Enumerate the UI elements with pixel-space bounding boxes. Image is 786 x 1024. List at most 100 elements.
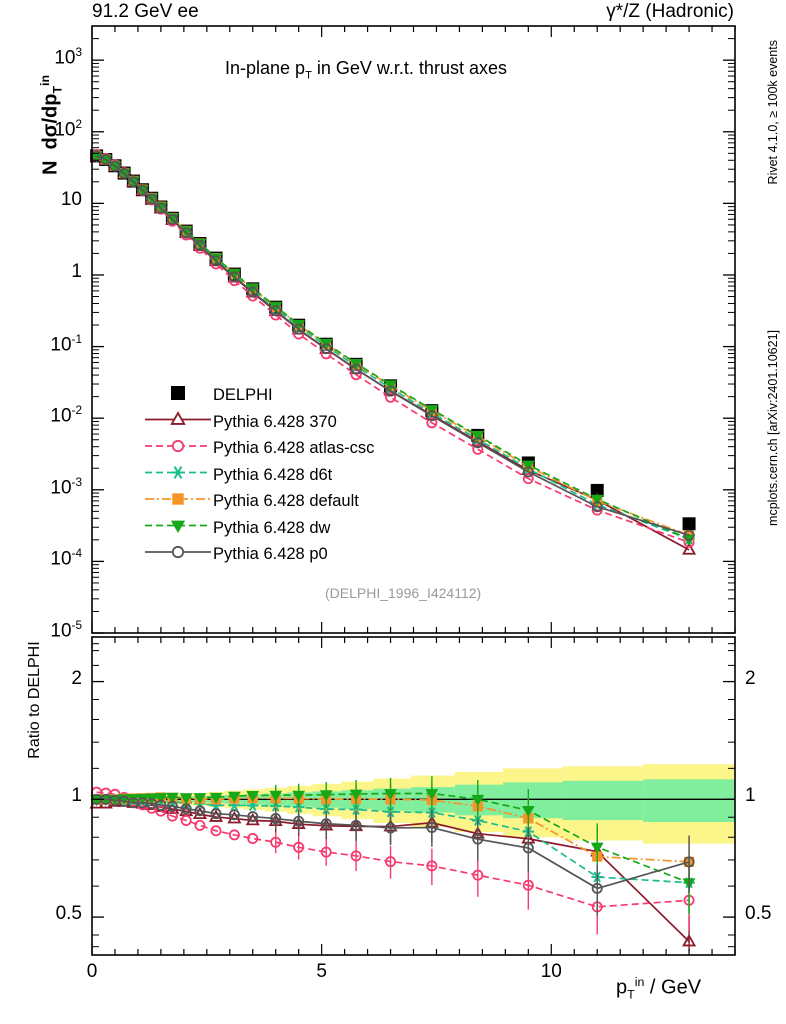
marker-circle xyxy=(683,529,695,541)
marker-triangle-up xyxy=(192,806,208,820)
marker-circle xyxy=(109,160,121,172)
y-axis-tick-label: 10-5 xyxy=(50,619,82,642)
legend-key-default xyxy=(145,493,211,505)
legend-key-p370 xyxy=(145,411,211,425)
marker-circle xyxy=(210,825,222,837)
marker-triangle-down xyxy=(246,791,260,803)
marker-circle xyxy=(228,809,240,821)
marker-circle xyxy=(472,437,484,449)
marker-circle xyxy=(293,323,305,335)
marker-triangle-down xyxy=(179,793,193,805)
marker-triangle-down xyxy=(521,805,535,818)
marker-circle xyxy=(385,856,397,868)
series-line xyxy=(96,155,690,540)
legend-key-atlas xyxy=(145,439,211,453)
marker-circle xyxy=(210,255,222,267)
marker-circle xyxy=(350,819,362,831)
x-axis-tick-label: 0 xyxy=(86,961,98,982)
marker-circle xyxy=(155,805,167,817)
marker-circle xyxy=(146,193,158,205)
marker-circle xyxy=(426,410,438,422)
marker-circle xyxy=(127,176,139,188)
marker-circle xyxy=(247,811,259,823)
marker-circle xyxy=(247,286,259,298)
marker-triangle-down xyxy=(269,790,283,802)
marker-circle xyxy=(385,822,397,834)
y-axis-tick-label: 103 xyxy=(54,46,82,69)
marker-circle xyxy=(472,869,484,881)
ratio-y-tick-label: 2 xyxy=(71,667,82,689)
marker-circle xyxy=(522,842,534,854)
band-inner-segment xyxy=(503,782,563,819)
marker-triangle-down xyxy=(319,790,333,802)
legend-entry-delphi[interactable]: DELPHI xyxy=(213,382,374,409)
marker-circle xyxy=(350,850,362,862)
series-line xyxy=(96,155,690,537)
legend-key-delphi xyxy=(171,386,185,400)
marker-triangle-down xyxy=(165,792,179,804)
series-line xyxy=(96,798,690,890)
marker-triangle-down xyxy=(590,494,604,506)
marker-circle xyxy=(228,271,240,283)
series-line xyxy=(96,153,690,544)
marker-circle xyxy=(472,833,484,845)
legend-entry-dw[interactable]: Pythia 6.428 dw xyxy=(213,515,374,542)
marker-triangle-down xyxy=(590,842,604,854)
ratio-y-tick-label: 1 xyxy=(71,785,82,807)
marker-circle xyxy=(270,305,282,317)
legend-label: Pythia 6.428 370 xyxy=(213,412,337,431)
marker-circle xyxy=(320,846,332,858)
y-axis-tick-label: 10-2 xyxy=(50,404,82,427)
marker-circle xyxy=(350,363,362,375)
xaxis-label: pTin / GeV xyxy=(616,975,702,1002)
marker-circle xyxy=(522,473,534,485)
legend-entry-default[interactable]: Pythia 6.428 default xyxy=(213,488,374,515)
header-process: γ*/Z (Hadronic) xyxy=(606,1,734,22)
band-inner-segment xyxy=(643,779,735,823)
legend-label: Pythia 6.428 p0 xyxy=(213,545,328,563)
marker-triangle-up xyxy=(170,411,186,425)
marker-circle xyxy=(155,799,167,811)
marker-circle xyxy=(210,808,222,820)
marker-circle xyxy=(100,153,112,165)
x-axis-tick-label: 5 xyxy=(316,961,327,982)
y-axis-tick-label: 10-1 xyxy=(50,332,82,355)
marker-circle xyxy=(522,879,534,891)
marker-circle xyxy=(180,227,192,239)
legend-entry-atlas[interactable]: Pythia 6.428 atlas-csc xyxy=(213,435,374,462)
legend-entry-p0[interactable]: Pythia 6.428 p0 xyxy=(213,541,374,568)
legend-key-p0 xyxy=(145,545,211,559)
marker-circle xyxy=(385,391,397,403)
marker-circle xyxy=(426,860,438,872)
marker-triangle-down xyxy=(521,460,535,472)
marker-triangle-down xyxy=(209,792,223,805)
marker-triangle-down xyxy=(154,793,168,805)
legend: DELPHI Pythia 6.428 370 Pythia 6.428 atlas… xyxy=(145,382,374,568)
y-axis-tick-label: 102 xyxy=(54,117,82,141)
marker-square xyxy=(682,517,696,531)
legend-entry-p370[interactable]: Pythia 6.428 370 xyxy=(213,409,374,436)
marker-circle xyxy=(247,833,259,845)
marker-circle xyxy=(426,417,438,429)
series-main-p0 xyxy=(91,150,695,541)
marker-circle xyxy=(194,240,206,252)
marker-triangle-down xyxy=(292,790,306,802)
legend-label: Pythia 6.428 d6t xyxy=(213,465,333,484)
marker-star-ray xyxy=(177,466,183,474)
marker-circle xyxy=(180,814,192,826)
marker-circle xyxy=(591,501,603,513)
marker-triangle-up xyxy=(682,933,697,947)
ratio-y-tick-label-right: 0.5 xyxy=(745,903,772,925)
marker-circle xyxy=(155,202,167,214)
legend-label: Pythia 6.428 dw xyxy=(213,518,331,537)
marker-circle xyxy=(180,803,192,815)
legend-entry-d6t[interactable]: Pythia 6.428 d6t xyxy=(213,462,374,489)
marker-circle xyxy=(228,829,240,841)
legend-label: Pythia 6.428 atlas-csc xyxy=(213,439,375,457)
marker-circle xyxy=(194,805,206,817)
y-axis-tick-label: 10-3 xyxy=(50,475,82,499)
marker-circle xyxy=(137,184,149,196)
marker-circle xyxy=(166,800,178,812)
